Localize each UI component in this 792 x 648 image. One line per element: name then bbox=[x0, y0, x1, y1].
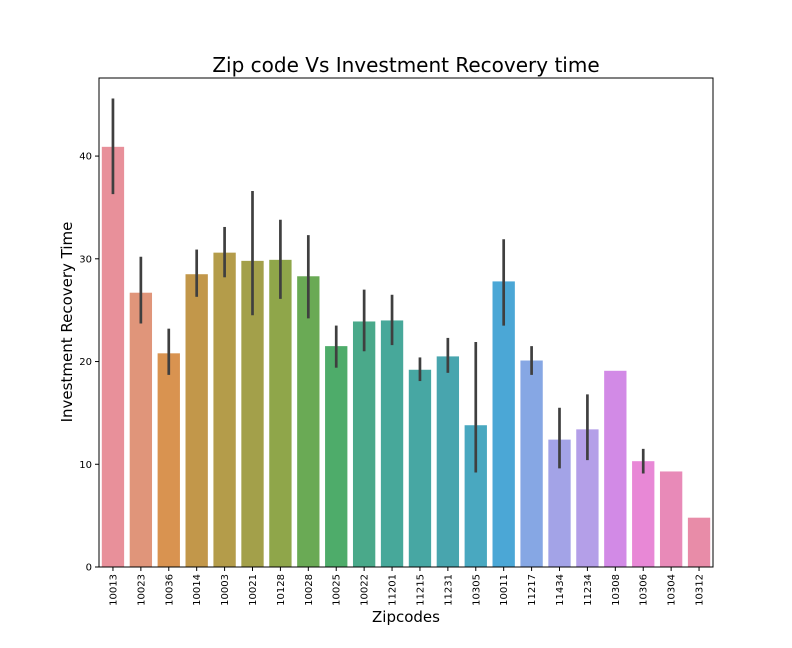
y-tick-label-10: 10 bbox=[79, 460, 92, 471]
x-tick-label-10014: 10014 bbox=[192, 574, 203, 606]
chart-title: Zip code Vs Investment Recovery time bbox=[212, 53, 599, 77]
bar-11231 bbox=[436, 356, 460, 567]
x-axis-label: Zipcodes bbox=[372, 608, 440, 626]
y-tick-label-20: 20 bbox=[79, 357, 92, 368]
y-tick-label-40: 40 bbox=[79, 152, 92, 163]
bar-10013 bbox=[101, 146, 125, 567]
bar-10025 bbox=[325, 346, 348, 567]
x-tick-label-11434: 11434 bbox=[555, 574, 566, 606]
x-tick-label-11201: 11201 bbox=[388, 574, 399, 606]
bar-11434 bbox=[548, 439, 571, 567]
x-tick-label-10022: 10022 bbox=[360, 574, 371, 606]
plot-frame bbox=[98, 77, 714, 568]
x-tick-label-11215: 11215 bbox=[415, 574, 426, 606]
x-tick-label-10023: 10023 bbox=[136, 574, 147, 606]
x-tick-label-10021: 10021 bbox=[248, 574, 259, 606]
x-tick-label-10308: 10308 bbox=[611, 574, 622, 606]
bar-10011 bbox=[492, 281, 515, 567]
x-tick-label-10312: 10312 bbox=[695, 574, 706, 606]
x-tick-label-10028: 10028 bbox=[304, 574, 315, 606]
x-tick-label-11217: 11217 bbox=[527, 574, 538, 606]
x-tick-label-10025: 10025 bbox=[332, 574, 343, 606]
bar-10014 bbox=[185, 274, 208, 567]
bar-10022 bbox=[352, 321, 376, 567]
y-tick-label-30: 30 bbox=[79, 254, 92, 265]
x-tick-label-10305: 10305 bbox=[471, 574, 482, 606]
bar-10308 bbox=[604, 370, 627, 567]
y-axis-label: Investment Recovery Time bbox=[58, 222, 76, 423]
bar-10128 bbox=[269, 259, 292, 567]
x-tick-label-10128: 10128 bbox=[276, 574, 287, 606]
x-tick-label-10304: 10304 bbox=[667, 574, 678, 606]
bar-11201 bbox=[380, 320, 404, 567]
bar-10312 bbox=[687, 517, 711, 567]
bar-10306 bbox=[632, 461, 655, 567]
bar-10028 bbox=[297, 276, 320, 567]
bars-group bbox=[101, 146, 711, 567]
y-tick-label-0: 0 bbox=[86, 563, 92, 574]
bar-10023 bbox=[129, 292, 153, 567]
bar-10021 bbox=[241, 260, 264, 567]
bar-11217 bbox=[520, 360, 543, 567]
x-tick-label-11231: 11231 bbox=[443, 574, 454, 606]
x-axis: 10013 10023 10036 10014 10003 10021 10128 10028… bbox=[108, 567, 706, 606]
bar-11234 bbox=[576, 429, 599, 567]
x-tick-label-10003: 10003 bbox=[220, 574, 231, 606]
bar-10003 bbox=[213, 252, 236, 567]
x-tick-label-10013: 10013 bbox=[108, 574, 119, 606]
bar-11215 bbox=[408, 369, 432, 567]
bar-10304 bbox=[659, 471, 683, 567]
bar-10305 bbox=[464, 425, 487, 567]
x-tick-label-10306: 10306 bbox=[639, 574, 650, 606]
error-bars-group bbox=[111, 98, 645, 474]
y-axis: 0 10 20 30 40 bbox=[79, 152, 99, 574]
x-tick-label-10036: 10036 bbox=[164, 574, 175, 606]
bar-10036 bbox=[157, 353, 180, 567]
x-tick-label-10011: 10011 bbox=[499, 574, 510, 606]
x-tick-label-11234: 11234 bbox=[583, 574, 594, 606]
